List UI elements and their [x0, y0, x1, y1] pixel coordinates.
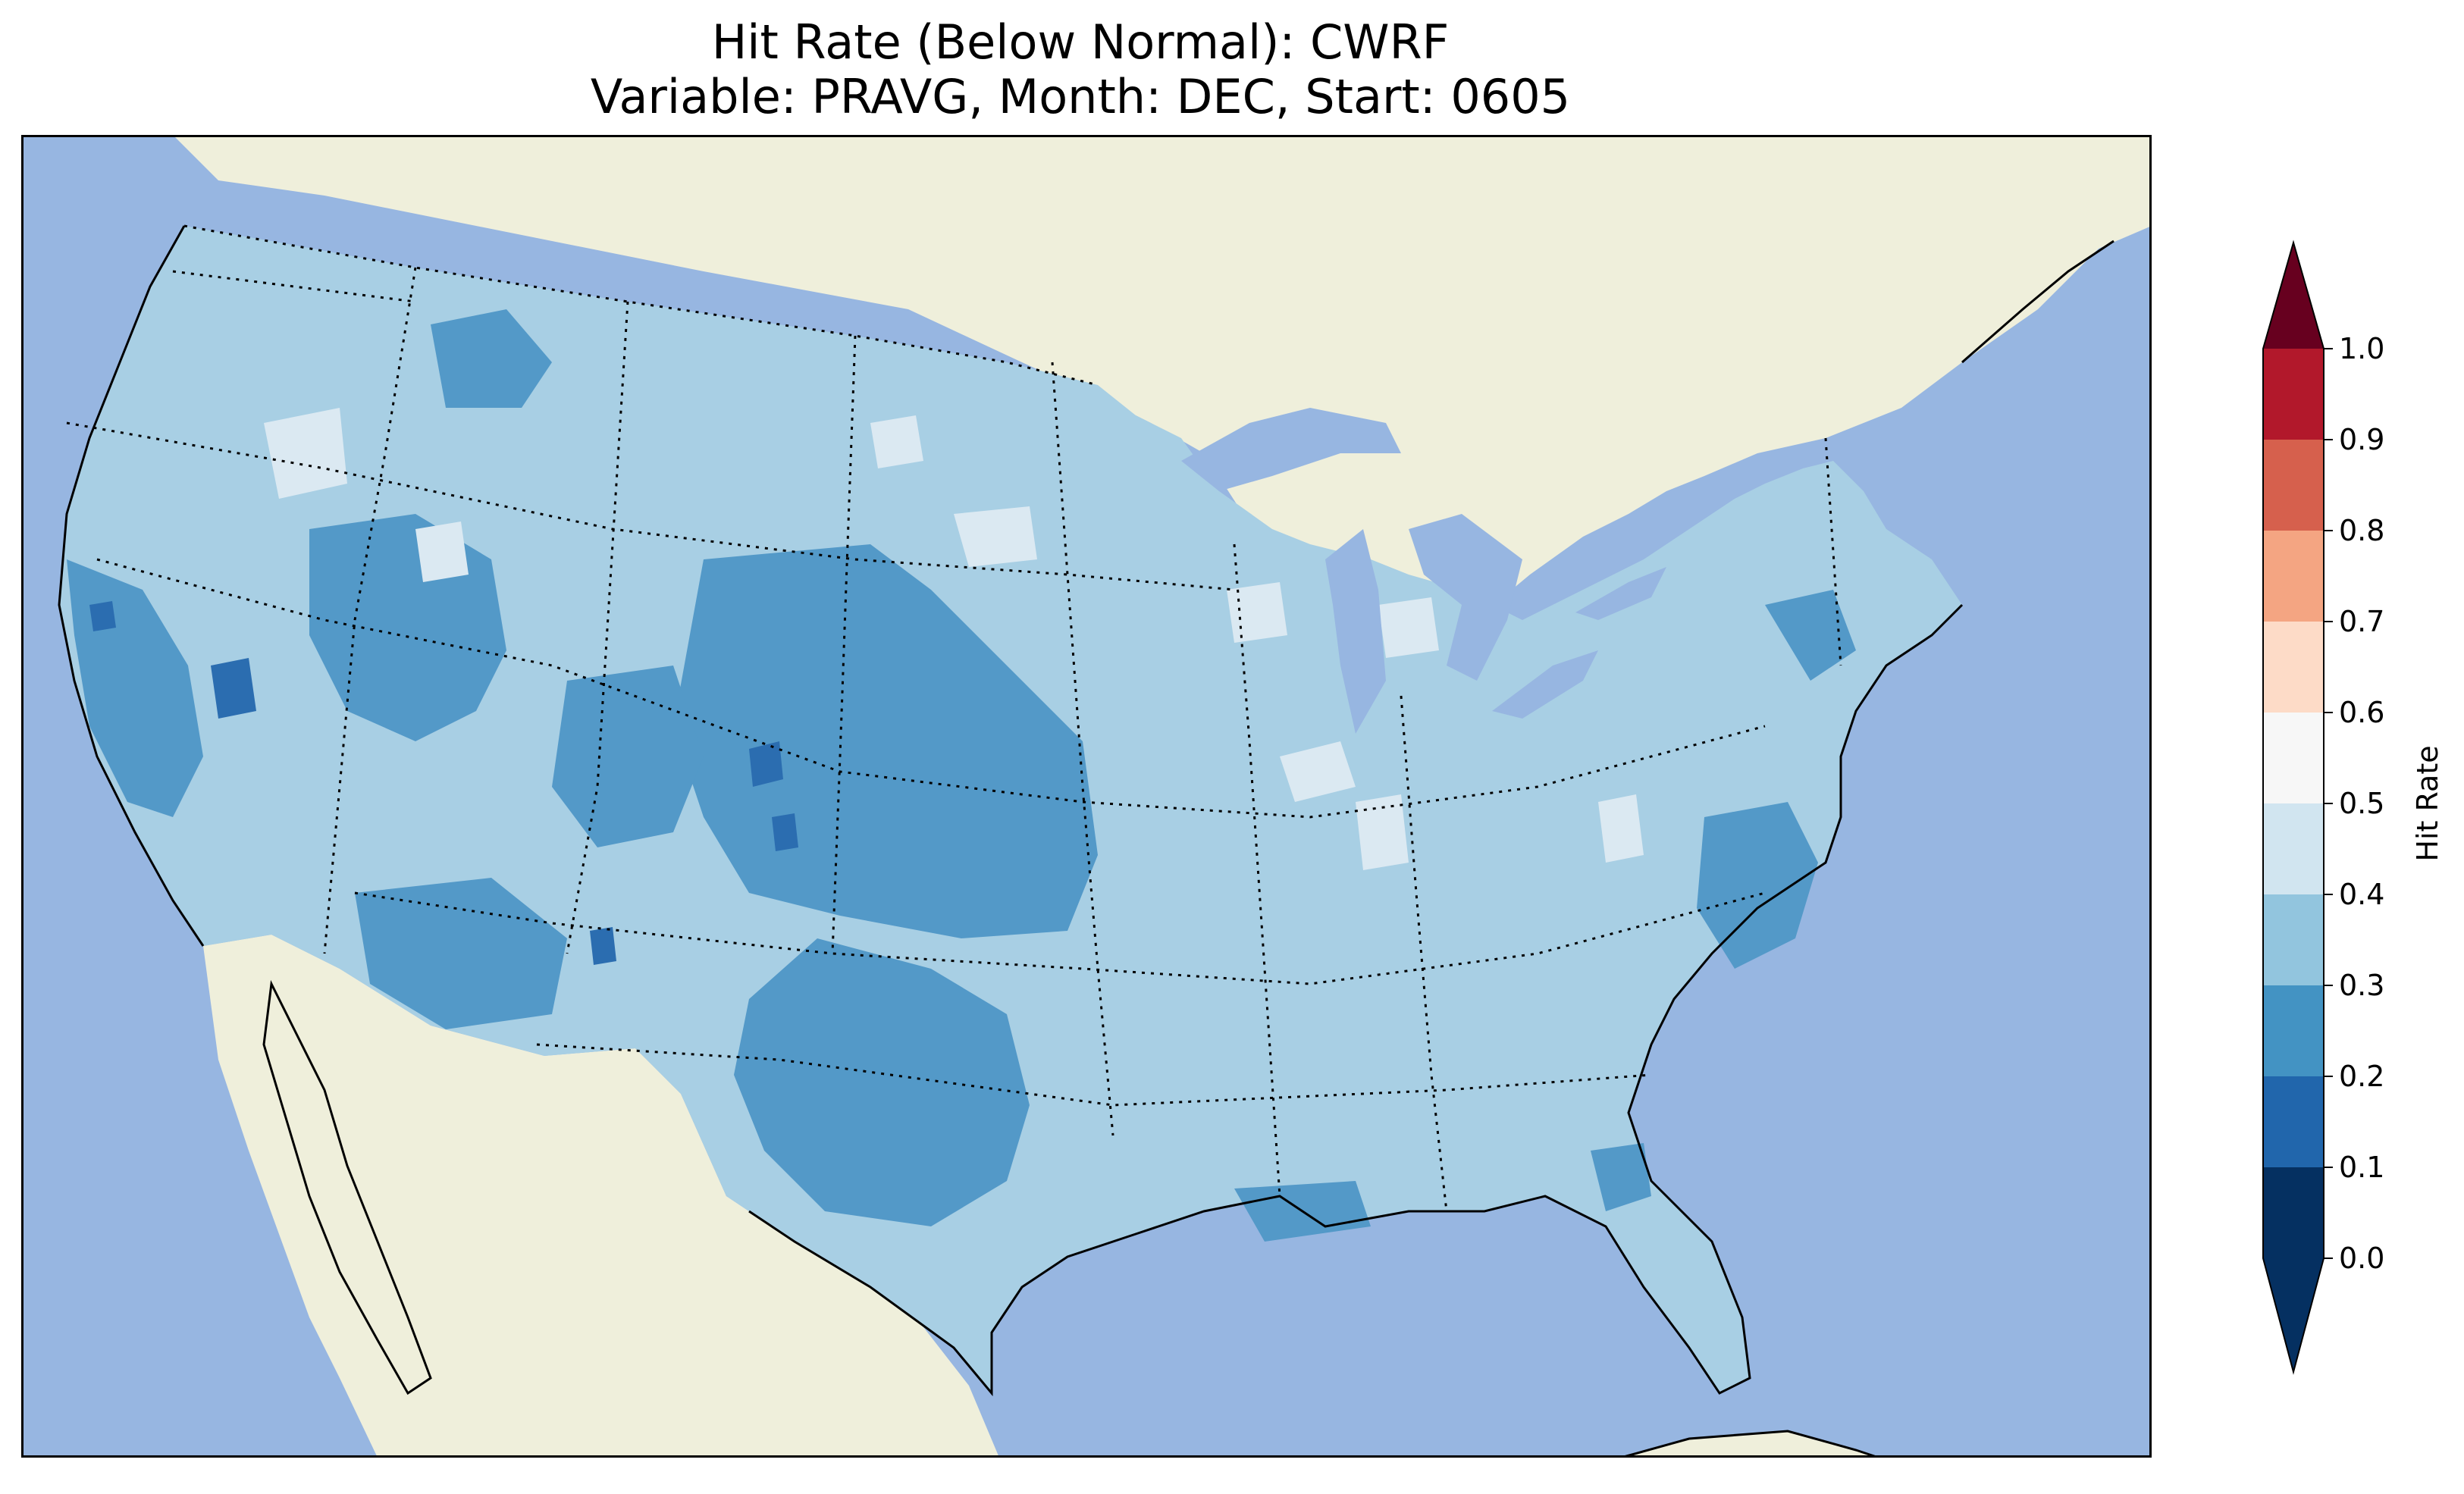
colorbar-bin-0 [2263, 1167, 2324, 1258]
colorbar-bin-5 [2263, 713, 2324, 803]
colorbar-extend-high [2263, 243, 2324, 349]
colorbar-bin-7 [2263, 531, 2324, 622]
colorbar-tick-label: 0.4 [2339, 878, 2384, 911]
colorbar-label: Hit Rate [2411, 745, 2444, 861]
map-frame [21, 135, 2152, 1458]
colorbar-bin-6 [2263, 622, 2324, 713]
great-lakes [1181, 408, 1666, 734]
coastlines [58, 225, 2114, 1397]
colorbar-tick-label: 1.0 [2339, 332, 2384, 365]
map-panel [21, 135, 2152, 1458]
colorbar-tick-label: 0.8 [2339, 514, 2384, 547]
colorbar-bin-2 [2263, 985, 2324, 1076]
colorbar-tick-label: 0.7 [2339, 605, 2384, 638]
colorbar-bin-4 [2263, 803, 2324, 894]
baja-peninsula [262, 979, 432, 1395]
colorbar-tick-label: 0.0 [2339, 1242, 2384, 1275]
colorbar-bin-1 [2263, 1076, 2324, 1167]
colorbar-tick-label: 0.2 [2339, 1060, 2384, 1093]
colorbar: 0.0 0.1 0.2 0.3 0.4 0.5 0.6 0.7 0.8 0.9 1.0 Hit Ra… [2262, 240, 2444, 1375]
state-borders [66, 224, 1842, 1212]
canada-land [173, 135, 2152, 666]
colorbar-tick-label: 0.3 [2339, 969, 2384, 1002]
map-title-line1: Hit Rate (Below Normal): CWRF [711, 14, 1450, 70]
colorbar-extend-low [2263, 1258, 2324, 1372]
colorbar-bin-8 [2263, 440, 2324, 531]
colorbar-bins [2263, 349, 2324, 1258]
colorbar-ticks: 0.0 0.1 0.2 0.3 0.4 0.5 0.6 0.7 0.8 0.9 1.0 [2324, 332, 2384, 1275]
colorbar-tick-label: 0.1 [2339, 1151, 2384, 1184]
map-title-line2: Variable: PRAVG, Month: DEC, Start: 0605 [590, 69, 1571, 124]
hitrate-patches-0.1-0.2 [89, 601, 798, 965]
colorbar-bin-3 [2263, 894, 2324, 985]
hitrate-patches-0.4-0.5 [264, 408, 1644, 870]
colorbar-bin-9 [2263, 349, 2324, 440]
colorbar-tick-label: 0.6 [2339, 696, 2384, 729]
cuba-land [1620, 1430, 1879, 1458]
colorbar-tick-label: 0.9 [2339, 423, 2384, 456]
colorbar-tick-label: 0.5 [2339, 787, 2384, 820]
